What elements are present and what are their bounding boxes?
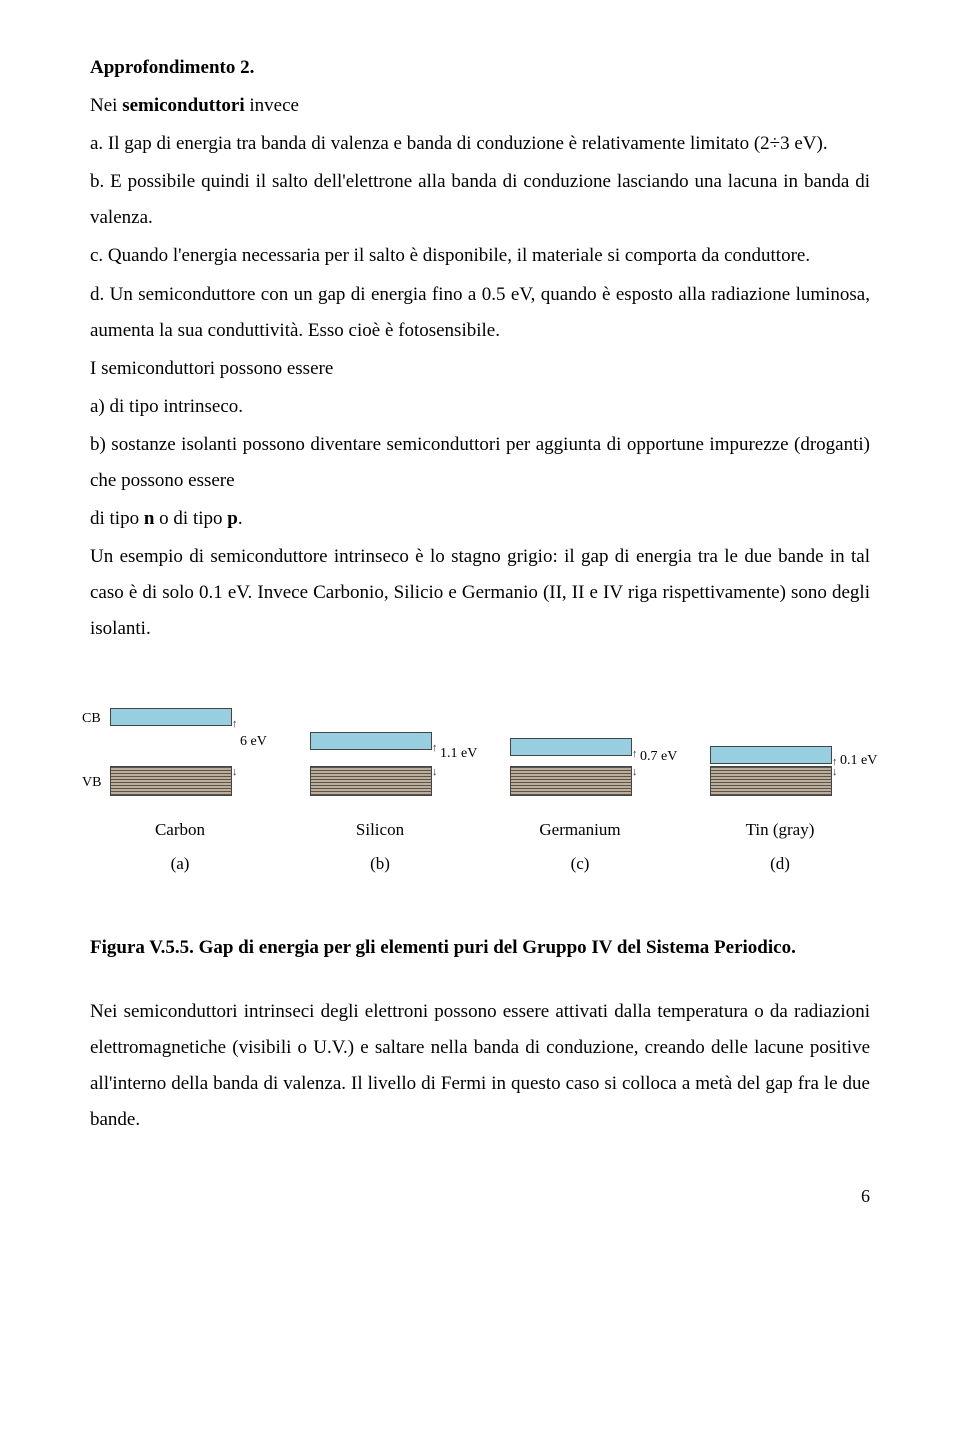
arrow-down-icon: ↓ [632,762,638,783]
arrow-down-icon: ↓ [432,762,438,783]
gap-value-label: 1.1 eV [440,741,477,768]
text-bold: semiconduttori [122,95,244,116]
cb-label: CB [82,706,101,733]
text: o di tipo [154,508,227,529]
element-name: Carbon [155,814,205,846]
band-sketch: 0.1 eV↑↓ [710,698,850,808]
valence-band [310,766,432,796]
heading-approfondimento: Approfondimento 2. [90,50,870,86]
list-item-a: a. Il gap di energia tra banda di valenz… [90,126,870,162]
conduction-band [710,746,832,764]
line-b-droganti: b) sostanze isolanti possono diventare s… [90,427,870,499]
figure-row: 6 eV↑↓CBVBCarbon(a)1.1 eV↑↓Silicon(b)0.7… [90,698,870,881]
element-name: Tin (gray) [746,814,815,846]
conduction-band [310,732,432,750]
band-column: 6 eV↑↓CBVBCarbon(a) [100,698,260,881]
valence-band [110,766,232,796]
gap-value-label: 0.7 eV [640,744,677,771]
conduction-band [510,738,632,756]
line-a-intrinseco: a) di tipo intrinseco. [90,389,870,425]
text-bold-n: n [144,508,155,529]
line-tipo-np: di tipo n o di tipo p. [90,501,870,537]
element-name: Silicon [356,814,404,846]
list-item-c: c. Quando l'energia necessaria per il sa… [90,238,870,274]
arrow-down-icon: ↓ [832,762,838,783]
element-name: Germanium [539,814,620,846]
line-possono: I semiconduttori possono essere [90,351,870,387]
band-sketch: 6 eV↑↓CBVB [110,698,250,808]
vb-label: VB [82,770,101,797]
gap-value-label: 6 eV [240,729,267,756]
page: Approfondimento 2. Nei semiconduttori in… [0,0,960,1253]
band-sketch: 1.1 eV↑↓ [310,698,450,808]
subplot-letter: (a) [171,848,190,880]
figure-caption: Figura V.5.5. Gap di energia per gli ele… [90,930,870,966]
text: Nei [90,95,122,116]
valence-band [510,766,632,796]
text: . [238,508,243,529]
valence-band [710,766,832,796]
list-item-b: b. E possibile quindi il salto dell'elet… [90,164,870,236]
list-item-d: d. Un semiconduttore con un gap di energ… [90,277,870,349]
text: di tipo [90,508,144,529]
subplot-letter: (c) [571,848,590,880]
band-column: 0.7 eV↑↓ Germanium (c) [500,698,660,881]
text-bold-p: p [227,508,238,529]
page-number: 6 [90,1179,870,1213]
conduction-band [110,708,232,726]
subplot-letter: (d) [770,848,790,880]
arrow-up-icon: ↑ [232,714,238,735]
line-nei-semiconduttori: Nei semiconduttori invece [90,88,870,124]
band-sketch: 0.7 eV↑↓ [510,698,650,808]
para-stagno: Un esempio di semiconduttore intrinseco … [90,539,870,647]
arrow-down-icon: ↓ [232,762,238,783]
subplot-letter: (b) [370,848,390,880]
gap-value-label: 0.1 eV [840,748,877,775]
para-last: Nei semiconduttori intrinseci degli elet… [90,994,870,1138]
arrow-up-icon: ↑ [432,738,438,759]
band-column: 0.1 eV↑↓ Tin (gray)(d) [700,698,860,881]
text: invece [245,95,299,116]
band-column: 1.1 eV↑↓Silicon(b) [300,698,460,881]
figure-band-gaps: 6 eV↑↓CBVBCarbon(a)1.1 eV↑↓Silicon(b)0.7… [90,698,870,881]
